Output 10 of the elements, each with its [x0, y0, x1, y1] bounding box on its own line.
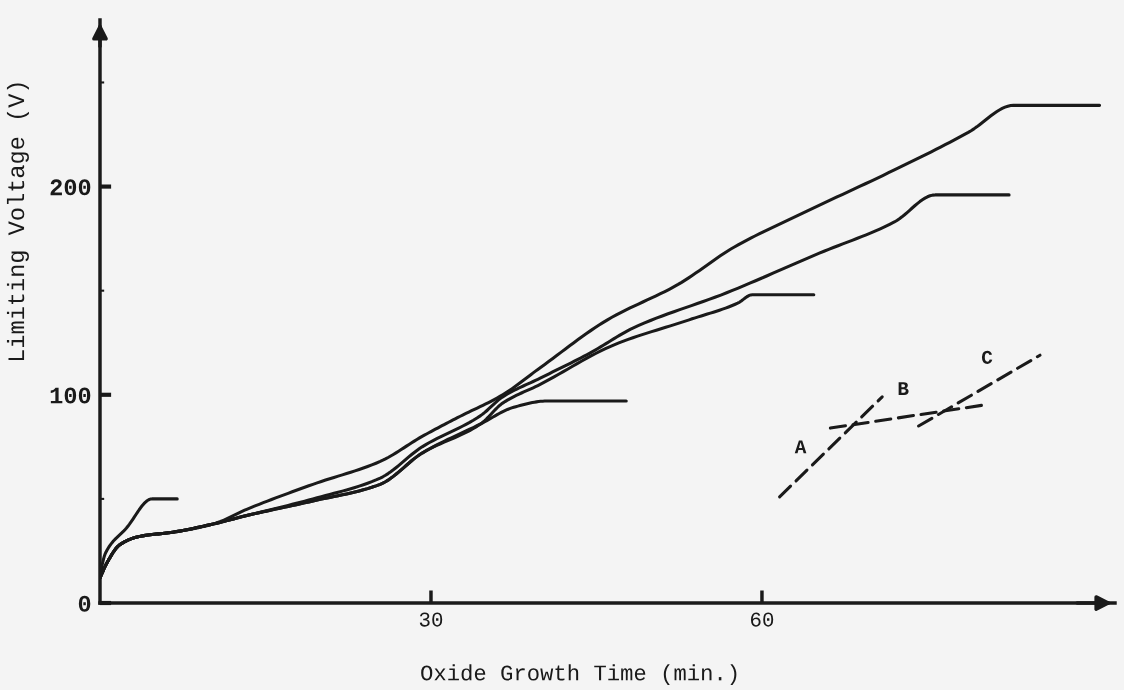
x-axis-title: Oxide Growth Time (min.) [421, 664, 737, 685]
y-tick-label: 200 [50, 179, 91, 196]
x-tick-label: 60 [750, 612, 774, 627]
y-axis-title: Limiting Voltage (V) [6, 83, 29, 361]
y-tick-label: 100 [50, 387, 91, 404]
annotation: C [981, 350, 993, 364]
x-tick-label: 30 [419, 612, 443, 627]
annotation: A [794, 440, 807, 454]
annotation: B [898, 382, 909, 395]
y-tick-label: 0 [78, 595, 91, 612]
